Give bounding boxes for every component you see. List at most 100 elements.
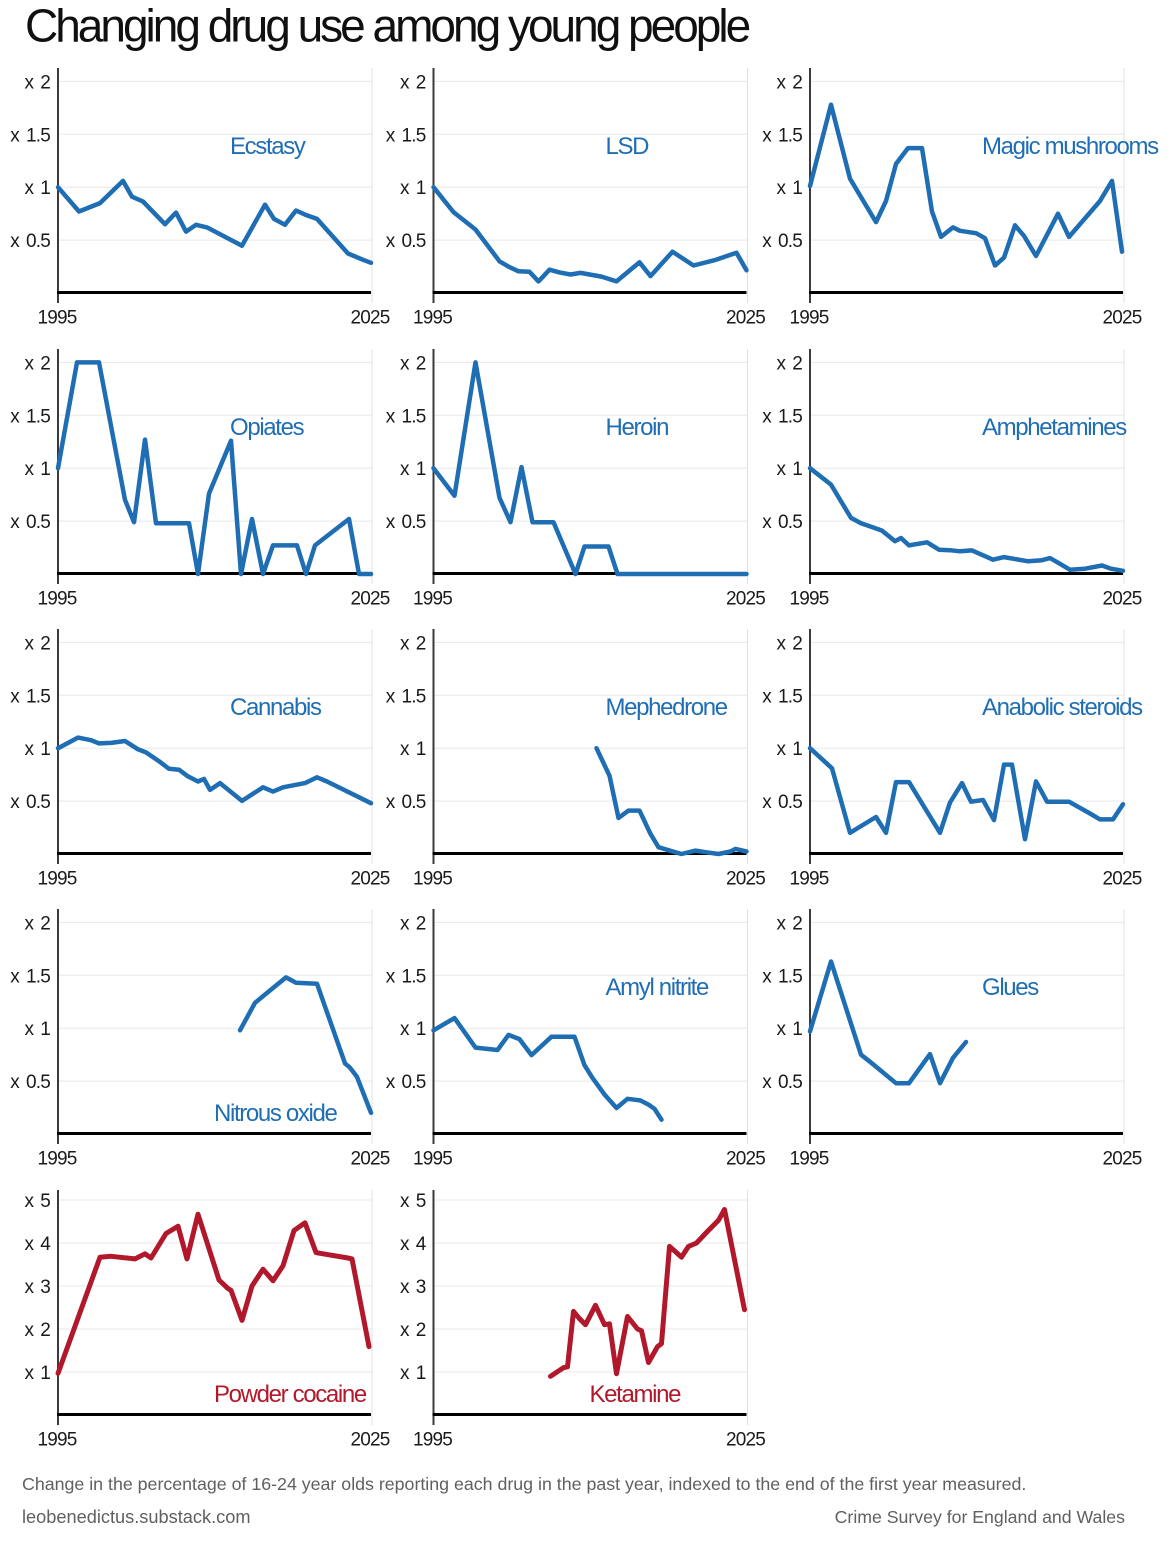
svg-text:1995: 1995 xyxy=(37,308,76,329)
svg-text:x 3: x 3 xyxy=(25,1277,51,1298)
svg-text:Cannabis: Cannabis xyxy=(230,694,322,721)
svg-text:x 1.5: x 1.5 xyxy=(10,406,50,427)
svg-text:x 1: x 1 xyxy=(400,178,426,199)
svg-text:Anabolic steroids: Anabolic steroids xyxy=(982,694,1143,721)
svg-text:x 1: x 1 xyxy=(777,739,803,760)
svg-text:2025: 2025 xyxy=(1102,308,1141,329)
svg-text:x 1: x 1 xyxy=(400,739,426,760)
svg-text:1995: 1995 xyxy=(413,869,452,890)
svg-text:Crime Survey for England and W: Crime Survey for England and Wales xyxy=(835,1507,1125,1527)
svg-text:2025: 2025 xyxy=(1102,1149,1141,1170)
svg-text:x 1.5: x 1.5 xyxy=(762,686,802,707)
svg-text:x 1.5: x 1.5 xyxy=(386,966,426,987)
svg-text:x 2: x 2 xyxy=(400,353,426,374)
svg-text:x 1: x 1 xyxy=(777,178,803,199)
svg-text:2025: 2025 xyxy=(1102,589,1141,610)
svg-text:1995: 1995 xyxy=(413,308,452,329)
svg-text:1995: 1995 xyxy=(37,589,76,610)
svg-text:x 3: x 3 xyxy=(400,1277,426,1298)
svg-text:Magic mushrooms: Magic mushrooms xyxy=(982,133,1159,160)
svg-text:Powder cocaine: Powder cocaine xyxy=(214,1381,367,1408)
svg-text:x 2: x 2 xyxy=(25,72,51,93)
svg-text:x 1: x 1 xyxy=(25,459,51,480)
svg-text:1995: 1995 xyxy=(413,1149,452,1170)
svg-text:2025: 2025 xyxy=(726,308,765,329)
svg-text:x 2: x 2 xyxy=(400,633,426,654)
svg-text:x 1.5: x 1.5 xyxy=(762,406,802,427)
svg-text:leobenedictus.substack.com: leobenedictus.substack.com xyxy=(22,1507,250,1527)
svg-text:Glues: Glues xyxy=(982,974,1039,1001)
svg-text:2025: 2025 xyxy=(350,1430,389,1451)
svg-text:x 1: x 1 xyxy=(777,459,803,480)
svg-text:Ecstasy: Ecstasy xyxy=(230,133,306,160)
svg-text:x 0.5: x 0.5 xyxy=(10,231,50,252)
svg-text:1995: 1995 xyxy=(413,589,452,610)
svg-text:1995: 1995 xyxy=(37,869,76,890)
svg-text:x 4: x 4 xyxy=(400,1234,427,1255)
svg-text:x 0.5: x 0.5 xyxy=(762,1072,802,1093)
svg-text:x 0.5: x 0.5 xyxy=(762,792,802,813)
svg-text:2025: 2025 xyxy=(726,589,765,610)
svg-text:x 2: x 2 xyxy=(777,353,803,374)
svg-text:x 2: x 2 xyxy=(400,1320,426,1341)
svg-text:x 1.5: x 1.5 xyxy=(386,686,426,707)
svg-text:Mephedrone: Mephedrone xyxy=(606,694,728,721)
svg-text:x 2: x 2 xyxy=(400,913,426,934)
svg-text:x 0.5: x 0.5 xyxy=(762,512,802,533)
svg-text:LSD: LSD xyxy=(606,133,650,160)
svg-text:1995: 1995 xyxy=(789,869,828,890)
svg-text:Ketamine: Ketamine xyxy=(590,1381,682,1408)
svg-text:x 1.5: x 1.5 xyxy=(762,125,802,146)
svg-text:2025: 2025 xyxy=(1102,869,1141,890)
svg-text:Opiates: Opiates xyxy=(230,414,305,441)
svg-text:x 2: x 2 xyxy=(25,1320,51,1341)
svg-text:x 4: x 4 xyxy=(25,1234,52,1255)
svg-text:x 1.5: x 1.5 xyxy=(386,125,426,146)
svg-text:x 0.5: x 0.5 xyxy=(386,512,426,533)
svg-text:Amyl nitrite: Amyl nitrite xyxy=(606,974,709,1001)
svg-text:x 2: x 2 xyxy=(400,72,426,93)
svg-text:x 1.5: x 1.5 xyxy=(10,686,50,707)
svg-text:x 1: x 1 xyxy=(777,1019,803,1040)
svg-text:x 1: x 1 xyxy=(25,1363,51,1384)
svg-text:x 0.5: x 0.5 xyxy=(386,1072,426,1093)
svg-text:1995: 1995 xyxy=(789,1149,828,1170)
svg-text:1995: 1995 xyxy=(37,1430,76,1451)
svg-text:x 1: x 1 xyxy=(25,739,51,760)
svg-text:Heroin: Heroin xyxy=(606,414,669,441)
svg-text:1995: 1995 xyxy=(789,589,828,610)
svg-text:1995: 1995 xyxy=(37,1149,76,1170)
svg-text:x 2: x 2 xyxy=(25,353,51,374)
svg-text:x 2: x 2 xyxy=(777,913,803,934)
svg-text:x 1.5: x 1.5 xyxy=(386,406,426,427)
svg-text:x 0.5: x 0.5 xyxy=(10,792,50,813)
svg-text:x 1.5: x 1.5 xyxy=(10,966,50,987)
svg-text:x 0.5: x 0.5 xyxy=(386,231,426,252)
svg-text:Changing drug use among young: Changing drug use among young people xyxy=(25,0,750,52)
svg-text:Change in the percentage of 16: Change in the percentage of 16-24 year o… xyxy=(22,1474,1026,1494)
svg-text:x 0.5: x 0.5 xyxy=(10,512,50,533)
svg-text:Nitrous oxide: Nitrous oxide xyxy=(214,1100,338,1127)
svg-text:2025: 2025 xyxy=(726,1149,765,1170)
svg-text:x 1.5: x 1.5 xyxy=(762,966,802,987)
svg-text:x 2: x 2 xyxy=(777,633,803,654)
svg-text:x 0.5: x 0.5 xyxy=(10,1072,50,1093)
svg-text:2025: 2025 xyxy=(726,869,765,890)
svg-text:x 1: x 1 xyxy=(25,178,51,199)
svg-text:x 5: x 5 xyxy=(25,1191,51,1212)
svg-text:2025: 2025 xyxy=(726,1430,765,1451)
svg-text:2025: 2025 xyxy=(350,1149,389,1170)
svg-text:2025: 2025 xyxy=(350,589,389,610)
svg-text:x 2: x 2 xyxy=(777,72,803,93)
svg-text:x 5: x 5 xyxy=(400,1191,426,1212)
svg-text:Amphetamines: Amphetamines xyxy=(982,414,1127,441)
svg-text:x 1: x 1 xyxy=(400,1363,426,1384)
svg-text:x 0.5: x 0.5 xyxy=(386,792,426,813)
svg-text:x 1: x 1 xyxy=(400,1019,426,1040)
svg-text:x 2: x 2 xyxy=(25,913,51,934)
svg-text:1995: 1995 xyxy=(789,308,828,329)
svg-text:x 1: x 1 xyxy=(400,459,426,480)
svg-text:1995: 1995 xyxy=(413,1430,452,1451)
svg-text:x 2: x 2 xyxy=(25,633,51,654)
svg-text:x 0.5: x 0.5 xyxy=(762,231,802,252)
